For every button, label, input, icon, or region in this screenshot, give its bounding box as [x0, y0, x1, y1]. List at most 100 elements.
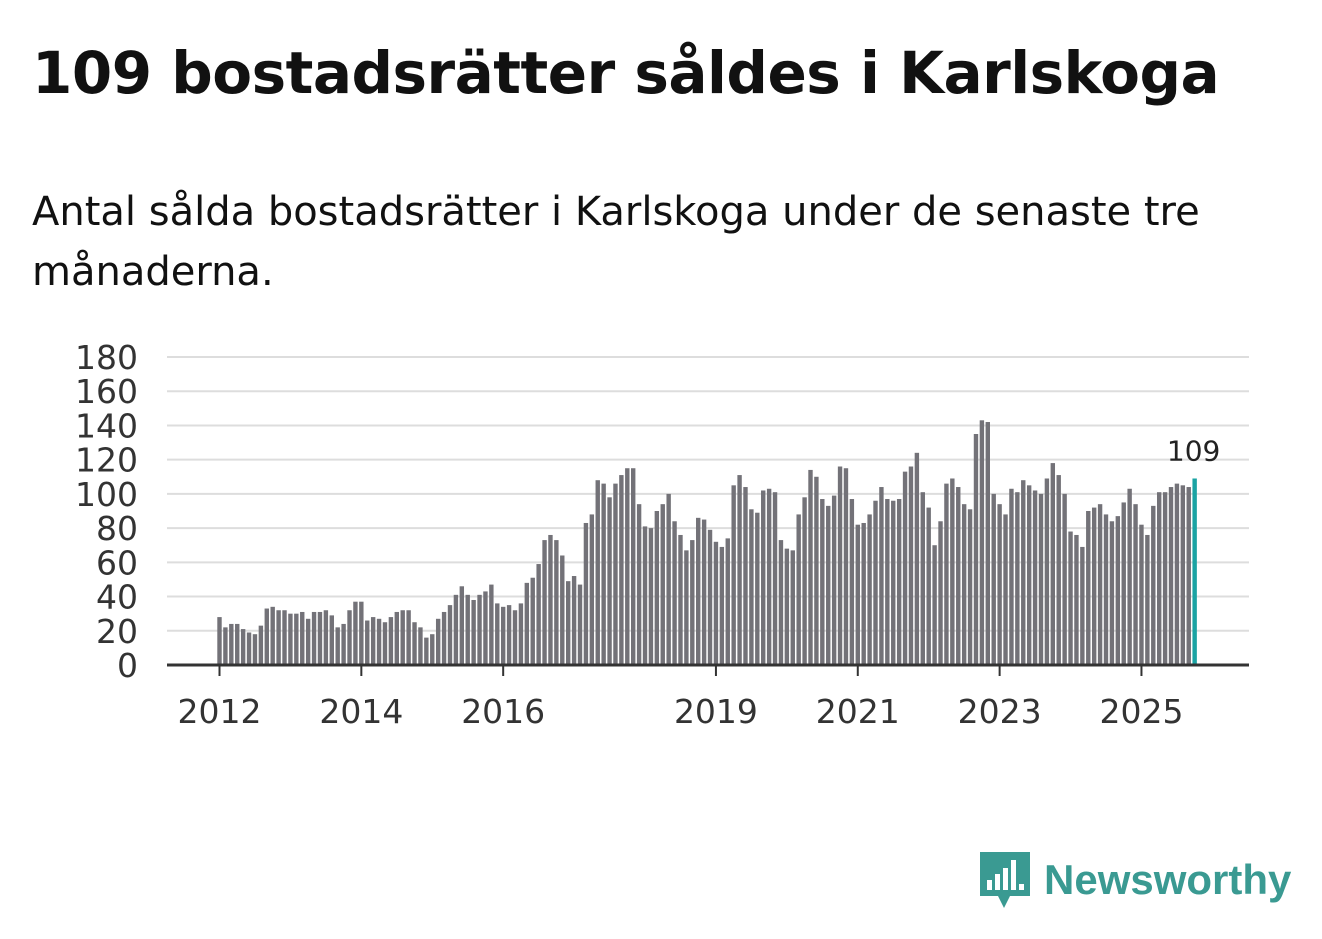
bar — [300, 611, 305, 665]
bar — [619, 475, 624, 665]
bar — [1168, 487, 1174, 665]
bar — [282, 610, 287, 665]
bar — [920, 492, 925, 665]
bar — [359, 601, 364, 665]
bar — [755, 512, 760, 665]
bar — [447, 605, 453, 665]
x-tick-label: 2016 — [461, 692, 545, 731]
bar — [690, 540, 695, 665]
bar — [548, 534, 553, 665]
bar — [737, 475, 742, 665]
bar — [246, 632, 252, 665]
bar — [435, 618, 441, 665]
bar — [595, 480, 600, 665]
bar — [784, 548, 790, 665]
bar — [288, 613, 293, 665]
bar — [353, 601, 358, 665]
bar — [365, 620, 370, 665]
bar — [701, 519, 707, 665]
bar — [743, 487, 748, 665]
bar — [631, 468, 636, 665]
bar — [831, 495, 837, 665]
y-tick-label: 80 — [96, 509, 138, 548]
bar — [530, 577, 535, 665]
bar — [1180, 485, 1186, 665]
bar — [329, 615, 334, 665]
bar — [796, 514, 801, 665]
bar — [926, 507, 931, 665]
x-tick-label: 2023 — [958, 692, 1042, 731]
bar — [607, 497, 612, 665]
bar — [979, 420, 985, 665]
bar — [1050, 463, 1056, 665]
last-value-label: 109 — [1167, 434, 1220, 467]
bar — [837, 466, 843, 665]
bar — [731, 485, 736, 665]
bar — [867, 514, 872, 665]
bar — [678, 534, 683, 665]
bar — [696, 517, 701, 665]
x-axis: 2012 2014 2016 2019 2021 2023 2025 — [178, 665, 1183, 731]
bar — [217, 617, 222, 665]
bar — [861, 522, 866, 665]
bar — [896, 499, 902, 665]
bar — [305, 618, 311, 665]
y-tick-label: 180 — [75, 338, 138, 377]
chart-subtitle: Antal sålda bostadsrätter i Karlskoga un… — [32, 189, 1200, 295]
bar — [524, 582, 530, 665]
bar — [412, 622, 417, 665]
bar — [1151, 505, 1156, 665]
bar — [518, 603, 524, 665]
bar — [235, 623, 240, 665]
bar — [778, 540, 784, 665]
bar — [601, 483, 606, 665]
bar — [802, 497, 807, 665]
bar — [719, 546, 725, 665]
bar — [1121, 502, 1126, 665]
bar — [790, 550, 795, 665]
bar — [430, 634, 435, 665]
x-tick-label: 2014 — [319, 692, 403, 731]
bar — [495, 603, 500, 665]
bar — [500, 606, 506, 665]
bar — [571, 576, 577, 665]
bar — [938, 521, 943, 665]
bar — [577, 584, 583, 665]
bar — [512, 610, 518, 665]
bar — [565, 581, 571, 665]
bar — [879, 487, 884, 665]
bar — [536, 564, 541, 665]
y-tick-label: 20 — [96, 612, 138, 651]
bar — [1162, 492, 1168, 665]
x-tick-label: 2021 — [816, 692, 900, 731]
bar — [542, 540, 547, 665]
bar — [258, 625, 264, 665]
bar — [465, 594, 470, 665]
bar — [276, 610, 281, 665]
bar — [660, 504, 665, 665]
bar — [636, 504, 642, 665]
bar — [843, 468, 849, 665]
bar — [341, 623, 346, 665]
bar — [985, 422, 990, 665]
chart-title: 109 bostadsrätter såldes i Karlskoga — [32, 39, 1220, 107]
bar — [902, 471, 908, 665]
bar — [849, 499, 855, 665]
y-tick-label: 160 — [75, 372, 138, 411]
bar — [406, 610, 411, 665]
y-tick-label: 60 — [96, 543, 138, 582]
x-tick-label: 2025 — [1099, 692, 1183, 731]
bar — [1186, 487, 1191, 665]
bar — [967, 509, 973, 665]
bar — [1097, 504, 1103, 665]
bar — [270, 606, 275, 665]
y-tick-label: 40 — [96, 578, 138, 617]
bar — [1115, 516, 1121, 665]
bar — [223, 627, 228, 665]
bar — [1174, 483, 1180, 665]
bar — [1127, 488, 1132, 665]
bar-chart-speech-bubble-icon — [980, 852, 1030, 908]
bar — [323, 610, 329, 665]
bar — [1009, 488, 1014, 665]
